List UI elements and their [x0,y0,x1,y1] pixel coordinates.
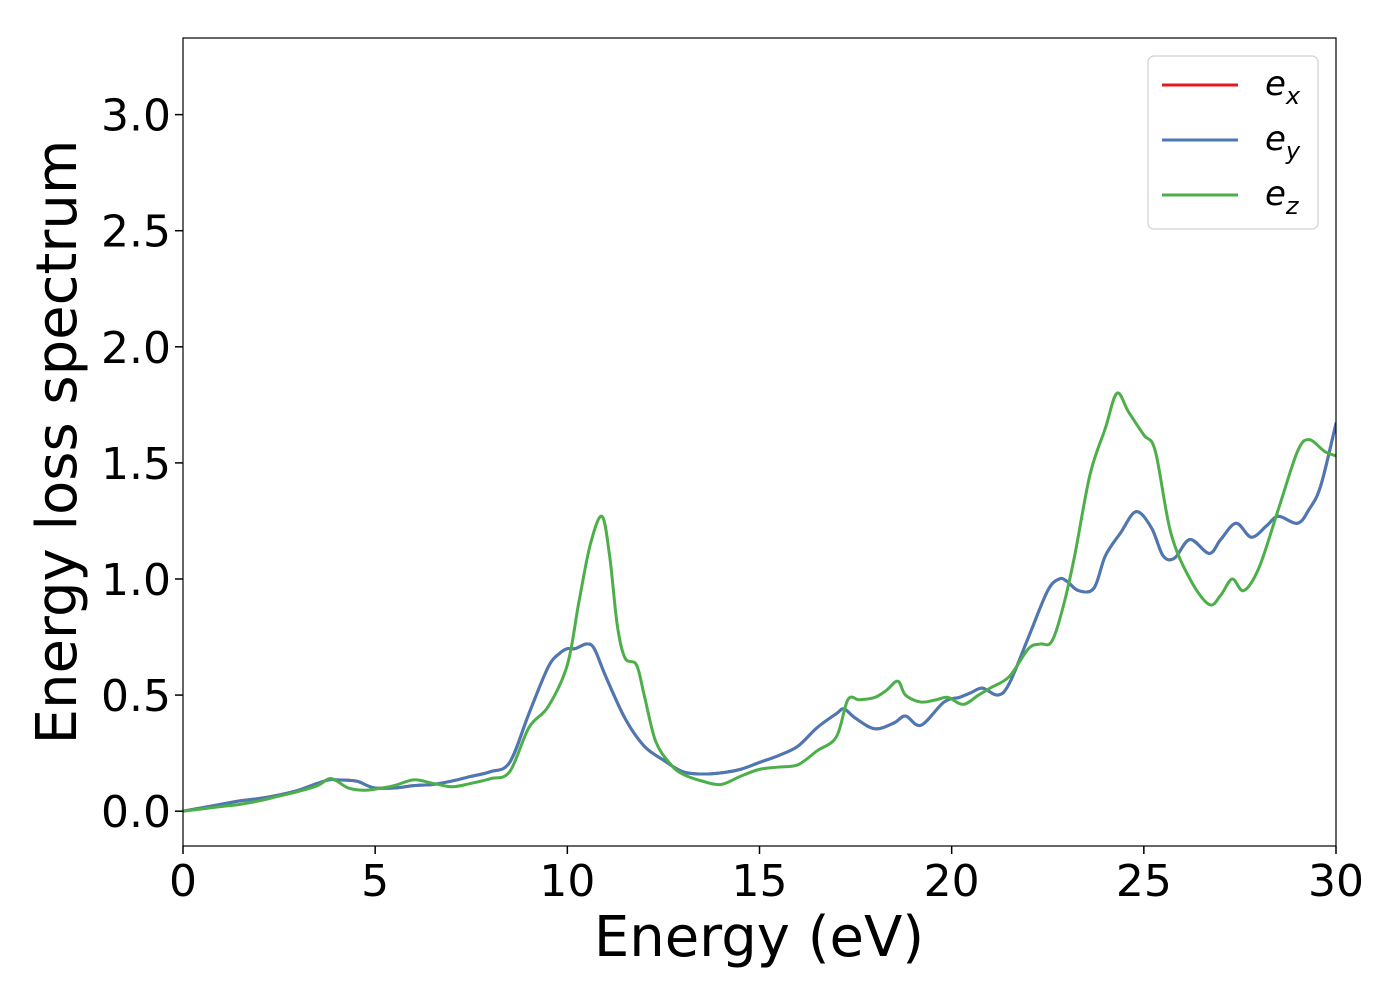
series-line-e-z [183,391,1336,813]
x-tick-label: 20 [924,856,980,907]
x-tick-label: 30 [1308,856,1364,907]
x-tick-label: 5 [361,856,389,907]
y-tick-label: 1.0 [101,555,171,606]
legend-label-e-y: ey [1265,119,1301,165]
legend-label-e-x: ex [1265,64,1301,110]
y-tick-label: 0.5 [101,671,171,722]
y-tick-label: 3.0 [101,91,171,142]
legend-box [1147,55,1319,230]
y-axis: 0.0 0.5 1.0 1.5 2.0 2.5 3.0 [101,91,183,838]
y-tick-label: 0.0 [101,787,171,838]
y-tick-label: 1.5 [101,439,171,490]
series-layer [183,391,1336,813]
legend-label-e-z: ez [1265,174,1300,220]
y-tick-label: 2.5 [101,207,171,258]
x-tick-label: 10 [539,856,595,907]
x-axis: 0 5 10 15 20 25 30 [169,846,1364,907]
legend: ex ey ez [1147,55,1319,230]
y-tick-label: 2.0 [101,323,171,374]
x-tick-label: 25 [1116,856,1172,907]
x-tick-label: 15 [732,856,788,907]
x-tick-label: 0 [169,856,197,907]
y-axis-label: Energy loss spectrum [25,140,90,745]
x-axis-label: Energy (eV) [594,905,924,970]
